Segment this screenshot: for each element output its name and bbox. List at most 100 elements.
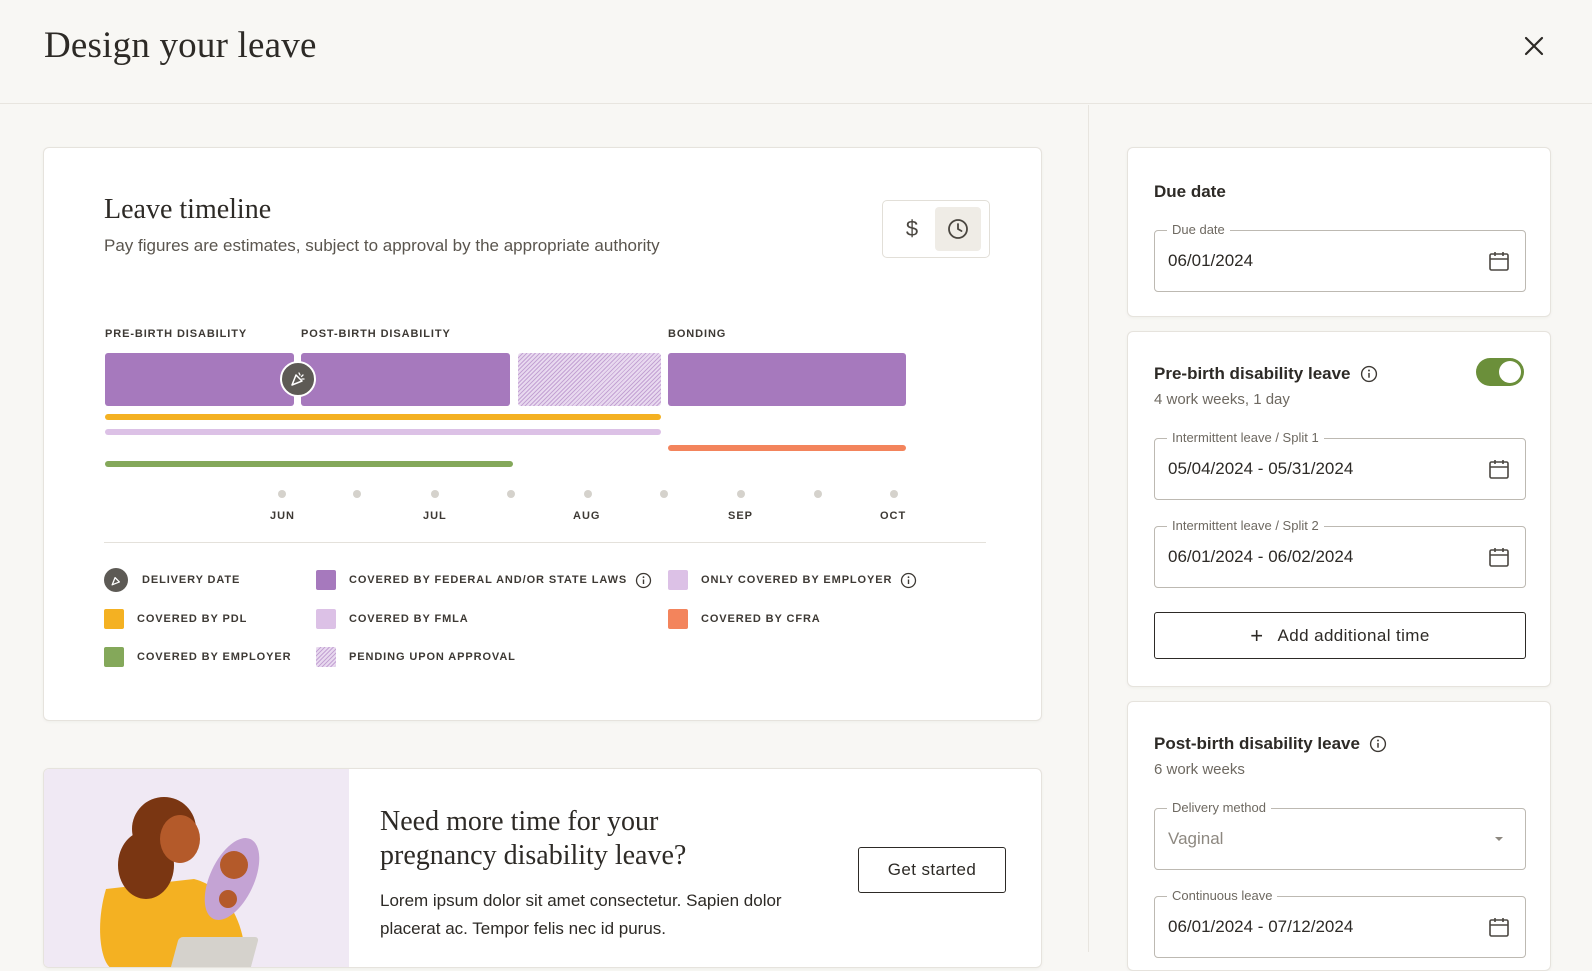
info-icon[interactable] [1369,735,1387,753]
legend-swatch [104,647,124,667]
calendar-icon[interactable] [1487,249,1511,273]
month-label: OCT [880,510,907,522]
tick-dot [660,490,668,498]
pay-view-button[interactable]: $ [889,207,935,251]
split-1-field[interactable]: Intermittent leave / Split 1 05/04/2024 … [1154,430,1526,500]
delivery-date-marker[interactable] [280,361,316,397]
field-label: Delivery method [1167,800,1271,815]
close-icon [1524,36,1544,56]
month-label: JUN [270,510,296,522]
split-2-field[interactable]: Intermittent leave / Split 2 06/01/2024 … [1154,518,1526,588]
clock-icon [948,219,968,239]
calendar-icon[interactable] [1487,545,1511,569]
phase-label-bonding: BONDING [668,328,727,340]
legend-divider [104,542,986,543]
field-value: 06/01/2024 - 07/12/2024 [1168,917,1354,936]
tick-dot [737,490,745,498]
promo-title: Need more time for your pregnancy disabi… [380,806,687,871]
pre-birth-toggle[interactable] [1476,358,1524,386]
post-birth-title: Post-birth disability leave [1154,734,1360,753]
fmla-coverage-line [105,429,661,435]
legend-employer: COVERED BY EMPLOYER [104,647,291,667]
delivery-method-select[interactable]: Delivery method Vaginal [1154,800,1526,870]
phase-label-post-birth: POST-BIRTH DISABILITY [301,328,451,340]
field-value: 06/01/2024 [1168,251,1254,270]
field-value: 06/01/2024 - 06/02/2024 [1168,547,1354,566]
pre-birth-bar[interactable] [105,353,294,406]
promo-text: Lorem ipsum dolor sit amet consectetur. … [380,891,782,938]
bonding-bar[interactable] [668,353,906,406]
tick-dot [890,490,898,498]
chevron-down-icon[interactable] [1487,827,1511,851]
info-icon[interactable] [900,572,917,589]
timeline-subtitle: Pay figures are estimates, subject to ap… [104,236,660,255]
month-label: AUG [573,510,601,522]
close-button[interactable] [1518,30,1550,62]
calendar-icon[interactable] [1487,457,1511,481]
legend-cfra: COVERED BY CFRA [668,609,821,629]
legend-swatch [668,570,688,590]
post-birth-bar[interactable] [301,353,510,406]
tick-dot [584,490,592,498]
info-icon[interactable] [635,572,652,589]
month-label: SEP [728,510,754,522]
plus-icon: + [1250,622,1264,648]
legend-swatch [668,609,688,629]
calendar-icon[interactable] [1487,915,1511,939]
leave-timeline-card: Leave timeline Pay figures are estimates… [43,147,1042,721]
post-birth-duration: 6 work weeks [1154,761,1245,778]
legend-swatch [316,647,336,667]
tick-dot [431,490,439,498]
pre-birth-title: Pre-birth disability leave [1154,364,1351,383]
legend-swatch [316,570,336,590]
promo-card: Need more time for your pregnancy disabi… [43,768,1042,968]
pre-birth-card: Pre-birth disability leave 4 work weeks,… [1127,331,1551,687]
legend-pending: PENDING UPON APPROVAL [316,647,516,667]
legend-pdl: COVERED BY PDL [104,609,247,629]
panel-divider [1088,105,1089,952]
add-time-label: Add additional time [1277,625,1430,645]
post-birth-card: Post-birth disability leave 6 work weeks… [1127,701,1551,971]
add-additional-time-button[interactable]: + Add additional time [1154,612,1526,659]
legend-employer-only: ONLY COVERED BY EMPLOYER [668,570,917,590]
mother-baby-illustration [44,769,349,967]
get-started-button[interactable]: Get started [858,847,1006,893]
view-toggle: $ [882,200,990,258]
field-label: Continuous leave [1167,888,1278,903]
delivery-icon [291,372,305,386]
legend-swatch [104,609,124,629]
cfra-coverage-line [668,445,906,451]
tick-dot [353,490,361,498]
field-label: Intermittent leave / Split 2 [1167,518,1324,533]
post-birth-title-row: Post-birth disability leave [1154,734,1387,754]
pre-birth-title-row: Pre-birth disability leave [1154,364,1378,384]
due-date-card: Due date Due date 06/01/2024 [1127,147,1551,317]
toggle-knob [1499,361,1521,383]
header: Design your leave [0,0,1592,104]
dollar-icon: $ [905,216,919,241]
info-icon[interactable] [1360,365,1378,383]
field-label: Due date [1167,222,1230,237]
tick-dot [278,490,286,498]
field-value: Vaginal [1168,829,1224,848]
field-label: Intermittent leave / Split 1 [1167,430,1324,445]
due-date-field[interactable]: Due date 06/01/2024 [1154,222,1526,292]
delivery-icon [104,568,128,592]
employer-coverage-line [105,461,513,467]
legend-federal-state: COVERED BY FEDERAL AND/OR STATE LAWS [316,570,652,590]
legend-swatch [316,609,336,629]
page-title: Design your leave [44,25,317,66]
time-view-button[interactable] [935,207,981,251]
legend-fmla: COVERED BY FMLA [316,609,469,629]
legend-delivery-date: DELIVERY DATE [104,568,240,592]
month-label: JUL [423,510,447,522]
pending-bar[interactable] [518,353,661,406]
due-date-title: Due date [1154,182,1226,201]
field-value: 05/04/2024 - 05/31/2024 [1168,459,1354,478]
tick-dot [507,490,515,498]
pdl-coverage-line [105,414,661,420]
continuous-leave-field[interactable]: Continuous leave 06/01/2024 - 07/12/2024 [1154,888,1526,958]
phase-label-pre-birth: PRE-BIRTH DISABILITY [105,328,248,340]
pre-birth-duration: 4 work weeks, 1 day [1154,391,1290,408]
tick-dot [814,490,822,498]
